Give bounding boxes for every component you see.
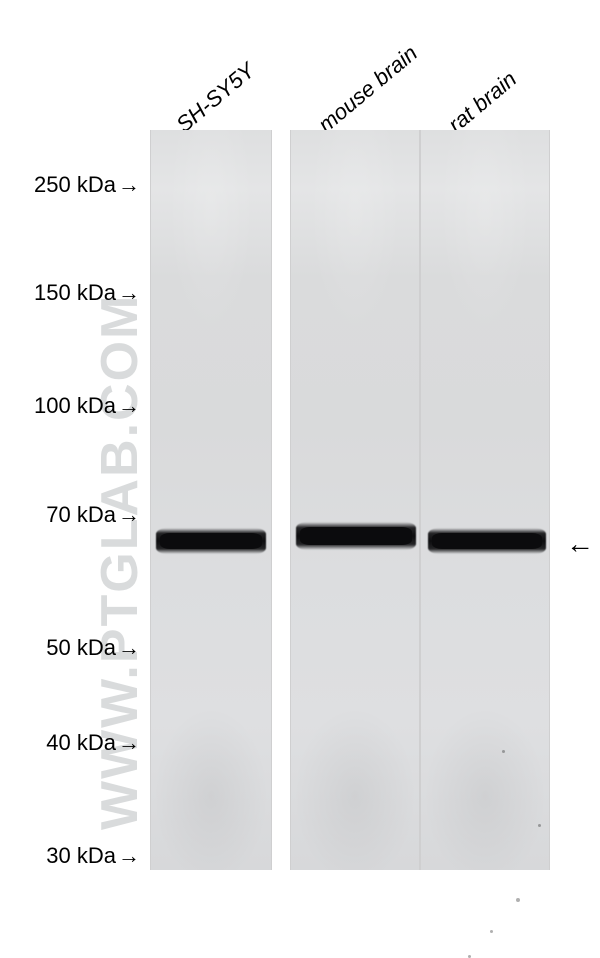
mw-marker-70: 70 kDa→ [10, 502, 140, 528]
arrow-icon: → [118, 843, 140, 868]
lane-label-3: rat brain [443, 66, 522, 138]
mw-marker-label: 40 kDa [46, 730, 116, 755]
lane-gap-1 [272, 130, 290, 870]
mw-marker-label: 150 kDa [34, 280, 116, 305]
mw-marker-label: 250 kDa [34, 172, 116, 197]
band-core-lane-1 [160, 533, 262, 549]
arrow-icon: → [118, 635, 140, 660]
arrow-icon: → [118, 502, 140, 527]
arrow-icon: → [118, 172, 140, 197]
band-indicator-arrow-icon: ← [566, 528, 594, 560]
figure-container: WWW.PTGLAB.COM SH-SY5Y mouse brain rat b… [0, 0, 600, 903]
blot-area [150, 130, 560, 870]
speck [490, 930, 493, 933]
arrow-icon: → [118, 730, 140, 755]
mw-marker-40: 40 kDa→ [10, 730, 140, 756]
mw-marker-150: 150 kDa→ [10, 280, 140, 306]
band-core-lane-3 [432, 533, 542, 549]
mw-marker-label: 100 kDa [34, 393, 116, 418]
mw-marker-50: 50 kDa→ [10, 635, 140, 661]
lane-2 [290, 130, 420, 870]
mw-marker-100: 100 kDa→ [10, 393, 140, 419]
band-core-lane-2 [300, 527, 412, 545]
mw-marker-label: 30 kDa [46, 843, 116, 868]
mw-marker-250: 250 kDa→ [10, 172, 140, 198]
arrow-icon: → [118, 393, 140, 418]
speck [516, 898, 520, 902]
speck [502, 750, 505, 753]
mw-marker-label: 50 kDa [46, 635, 116, 660]
arrow-icon: → [118, 280, 140, 305]
mw-marker-label: 70 kDa [46, 502, 116, 527]
lane-1 [150, 130, 272, 870]
speck [538, 824, 541, 827]
mw-marker-30: 30 kDa→ [10, 843, 140, 869]
lane-3 [420, 130, 550, 870]
lane-label-1: SH-SY5Y [171, 58, 260, 138]
lane-label-2: mouse brain [313, 40, 422, 138]
